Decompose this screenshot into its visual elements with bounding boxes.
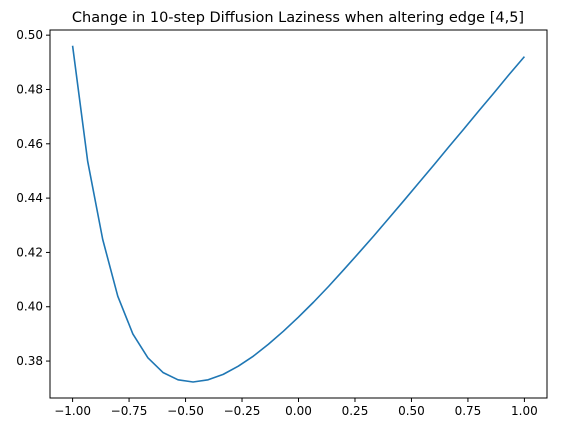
series-line-0 — [71, 45, 526, 383]
y-tick-label: 0.38 — [16, 354, 43, 368]
axes: −1.00 −0.75 −0.50 −0.25 0.00 0.25 0.50 0.75 1.00… — [16, 28, 537, 418]
y-tick-label: 0.40 — [16, 300, 43, 314]
x-tick-label: −1.00 — [54, 404, 91, 418]
plot-frame — [49, 29, 548, 399]
y-tick-label: 0.44 — [16, 191, 43, 205]
x-tick-label: −0.75 — [111, 404, 148, 418]
x-tick-label: 1.00 — [511, 404, 538, 418]
x-tick-label: 0.25 — [342, 404, 369, 418]
x-tick-label: −0.50 — [167, 404, 204, 418]
x-tick-label: −0.25 — [224, 404, 261, 418]
x-tick-label: 0.50 — [398, 404, 425, 418]
y-tick-label: 0.48 — [16, 82, 43, 96]
y-tick-label: 0.42 — [16, 245, 43, 259]
x-tick-label: 0.75 — [455, 404, 482, 418]
x-tick-label: 0.00 — [285, 404, 312, 418]
y-tick-label: 0.46 — [16, 137, 43, 151]
plot-area — [71, 45, 526, 383]
chart-title: Change in 10-step Diffusion Laziness whe… — [72, 10, 524, 26]
y-tick-label: 0.50 — [16, 28, 43, 42]
